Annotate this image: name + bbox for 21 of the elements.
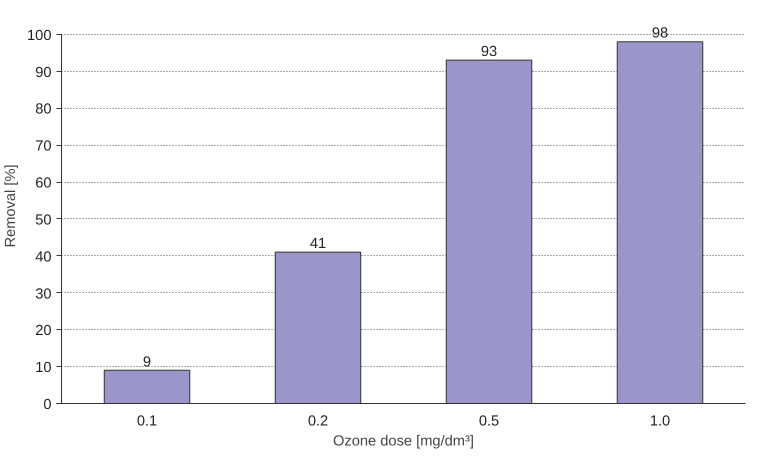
y-tick-label: 40	[35, 249, 52, 266]
data-label: 41	[310, 236, 326, 252]
data-label: 93	[480, 44, 498, 60]
y-tick-label: 80	[35, 102, 52, 118]
y-tick-label: 60	[35, 176, 52, 192]
y-tick-label: 0	[43, 397, 52, 413]
y-tick-label: 90	[35, 64, 52, 81]
data-label: 98	[652, 26, 668, 42]
y-tick-label: 50	[35, 212, 52, 228]
y-axis-title: Removal [%]	[3, 164, 20, 248]
x-tick-label: 0.5	[478, 414, 500, 430]
x-tick-label: 0.2	[308, 414, 328, 430]
y-tick-label: 10	[35, 360, 52, 376]
y-tick-label: 100	[27, 28, 52, 44]
x-axis-title: Ozone dose [mg/dm³]	[333, 434, 474, 450]
y-tick-label: 30	[35, 286, 52, 302]
y-tick-label: 20	[35, 323, 52, 340]
x-tick-label: 0.1	[136, 414, 158, 430]
data-label: 9	[142, 354, 152, 370]
y-tick-label: 70	[35, 138, 52, 155]
x-tick-label: 1.0	[650, 414, 670, 430]
